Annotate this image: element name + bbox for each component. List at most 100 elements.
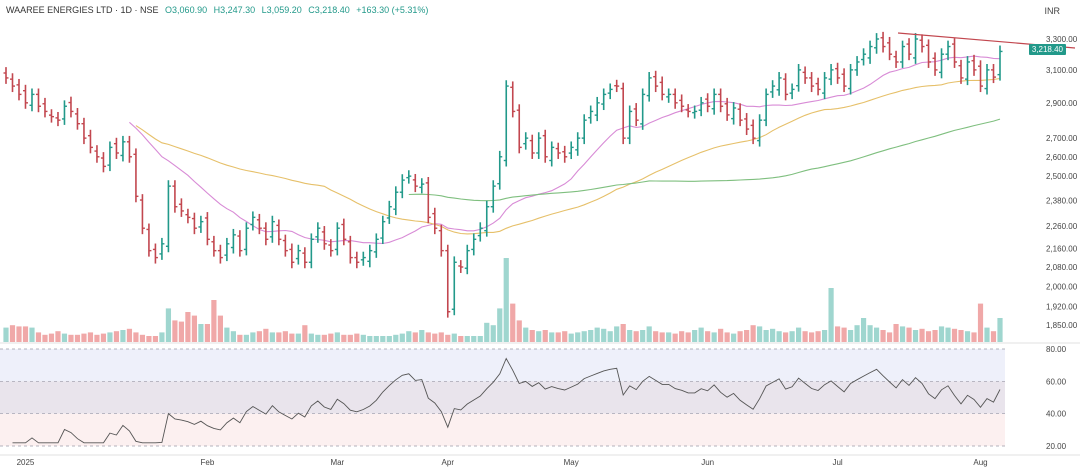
ohlc-bar xyxy=(321,226,327,250)
ohlc-bar xyxy=(627,105,633,145)
ohlc-bar xyxy=(159,237,165,260)
volume-bar xyxy=(334,332,340,342)
volume-bar xyxy=(964,331,971,342)
volume-bar xyxy=(783,332,789,342)
volume-bar xyxy=(399,333,405,342)
volume-bar xyxy=(984,327,990,342)
volume-bar xyxy=(997,318,1003,342)
volume-bar xyxy=(477,336,483,342)
ohlc-bar xyxy=(841,68,847,93)
ohlc-bar xyxy=(497,150,503,190)
last-price-badge: 3,218.40 xyxy=(1028,44,1066,55)
price-tick-label: 2,000.00 xyxy=(1046,282,1078,291)
volume-bar xyxy=(679,331,685,342)
ohlc-bar xyxy=(393,186,399,216)
volume-bar xyxy=(282,331,288,342)
ohlc-bar xyxy=(601,88,607,111)
ohlc-bar xyxy=(211,235,217,257)
ohlc-bar xyxy=(783,73,789,101)
volume-bar xyxy=(672,333,678,342)
volume-bar xyxy=(601,328,607,342)
volume-bar xyxy=(497,308,503,342)
volume-bar xyxy=(562,331,568,342)
volume-bar xyxy=(360,334,366,342)
ohlc-bar xyxy=(913,33,919,64)
volume-bar xyxy=(211,300,217,342)
volume-bar xyxy=(938,326,945,342)
ohlc-bar xyxy=(991,63,997,84)
volume-bar xyxy=(750,325,756,342)
volume-bar xyxy=(471,336,477,342)
volume-bar xyxy=(549,332,555,342)
volume-bar xyxy=(412,332,418,342)
volume-bar xyxy=(328,333,334,342)
ohlc-bar xyxy=(789,83,795,100)
volume-bar xyxy=(971,332,977,342)
volume-bar xyxy=(659,332,665,342)
volume-bar xyxy=(698,327,704,342)
ohlc-bar xyxy=(672,88,678,109)
ohlc-bar xyxy=(614,79,620,93)
ohlc-bar xyxy=(815,77,821,96)
ohlc-bar xyxy=(893,50,899,68)
currency-label[interactable]: INR xyxy=(1044,6,1061,16)
ohlc-bar xyxy=(822,72,828,100)
volume-bar xyxy=(646,326,652,342)
ohlc-bar xyxy=(809,72,815,93)
volume-bar xyxy=(35,332,42,342)
ohlc-bar xyxy=(659,76,665,101)
ohlc-bar xyxy=(484,200,490,237)
volume-bar xyxy=(445,334,451,342)
volume-bar xyxy=(653,331,659,342)
time-tick-label: Jul xyxy=(832,458,842,467)
ohlc-bar xyxy=(692,105,698,119)
ma50-line xyxy=(135,77,1001,235)
ohlc-bar xyxy=(523,132,529,150)
volume-bar xyxy=(977,303,984,342)
ohlc-bar xyxy=(653,70,659,93)
volume-bar xyxy=(815,331,821,342)
ohlc-bar xyxy=(464,244,470,275)
volume-bar xyxy=(523,327,529,342)
price-tick-label: 3,100.00 xyxy=(1046,66,1078,75)
ohlc-bar xyxy=(679,94,685,113)
ohlc-bar xyxy=(276,219,282,246)
ohlc-bar xyxy=(451,256,457,316)
rsi-tick-label: 80.00 xyxy=(1046,345,1067,354)
ohlc-bar xyxy=(633,103,639,127)
ohlc-bar xyxy=(380,215,386,245)
symbol-title[interactable]: WAAREE ENERGIES LTD · 1D · NSE xyxy=(6,5,159,15)
volume-bar xyxy=(230,331,236,342)
volume-bar xyxy=(854,325,860,342)
ohlc-bar xyxy=(529,134,535,159)
ohlc-bar xyxy=(926,39,932,68)
volume-bar xyxy=(22,326,29,342)
ohlc-bar xyxy=(900,40,906,68)
volume-bar xyxy=(380,336,386,342)
volume-bar xyxy=(217,315,223,342)
volume-bar xyxy=(873,327,880,342)
rsi-overbought-zone xyxy=(0,349,1005,382)
volume-bar xyxy=(594,327,600,342)
ohlc-bar xyxy=(354,251,360,269)
volume-bar xyxy=(685,332,691,342)
volume-bar xyxy=(555,332,561,342)
ohlc-bar xyxy=(152,243,158,264)
volume-bar xyxy=(386,336,392,342)
ohlc-bar xyxy=(178,198,184,217)
ohlc-bar xyxy=(42,97,48,118)
volume-bar xyxy=(250,332,256,342)
ohlc-bar xyxy=(191,212,197,235)
volume-bar xyxy=(510,303,516,342)
price-tick-label: 2,900.00 xyxy=(1046,99,1078,108)
ohlc-bar xyxy=(282,234,288,257)
ohlc-bar xyxy=(718,88,724,113)
ohlc-bar xyxy=(978,60,984,93)
rsi-tick-label: 40.00 xyxy=(1046,410,1067,419)
volume-bar xyxy=(847,330,854,342)
volume-bar xyxy=(588,330,594,342)
ohlc-bar xyxy=(9,73,15,93)
volume-bar xyxy=(289,333,295,342)
ohlc-bar xyxy=(731,102,737,125)
